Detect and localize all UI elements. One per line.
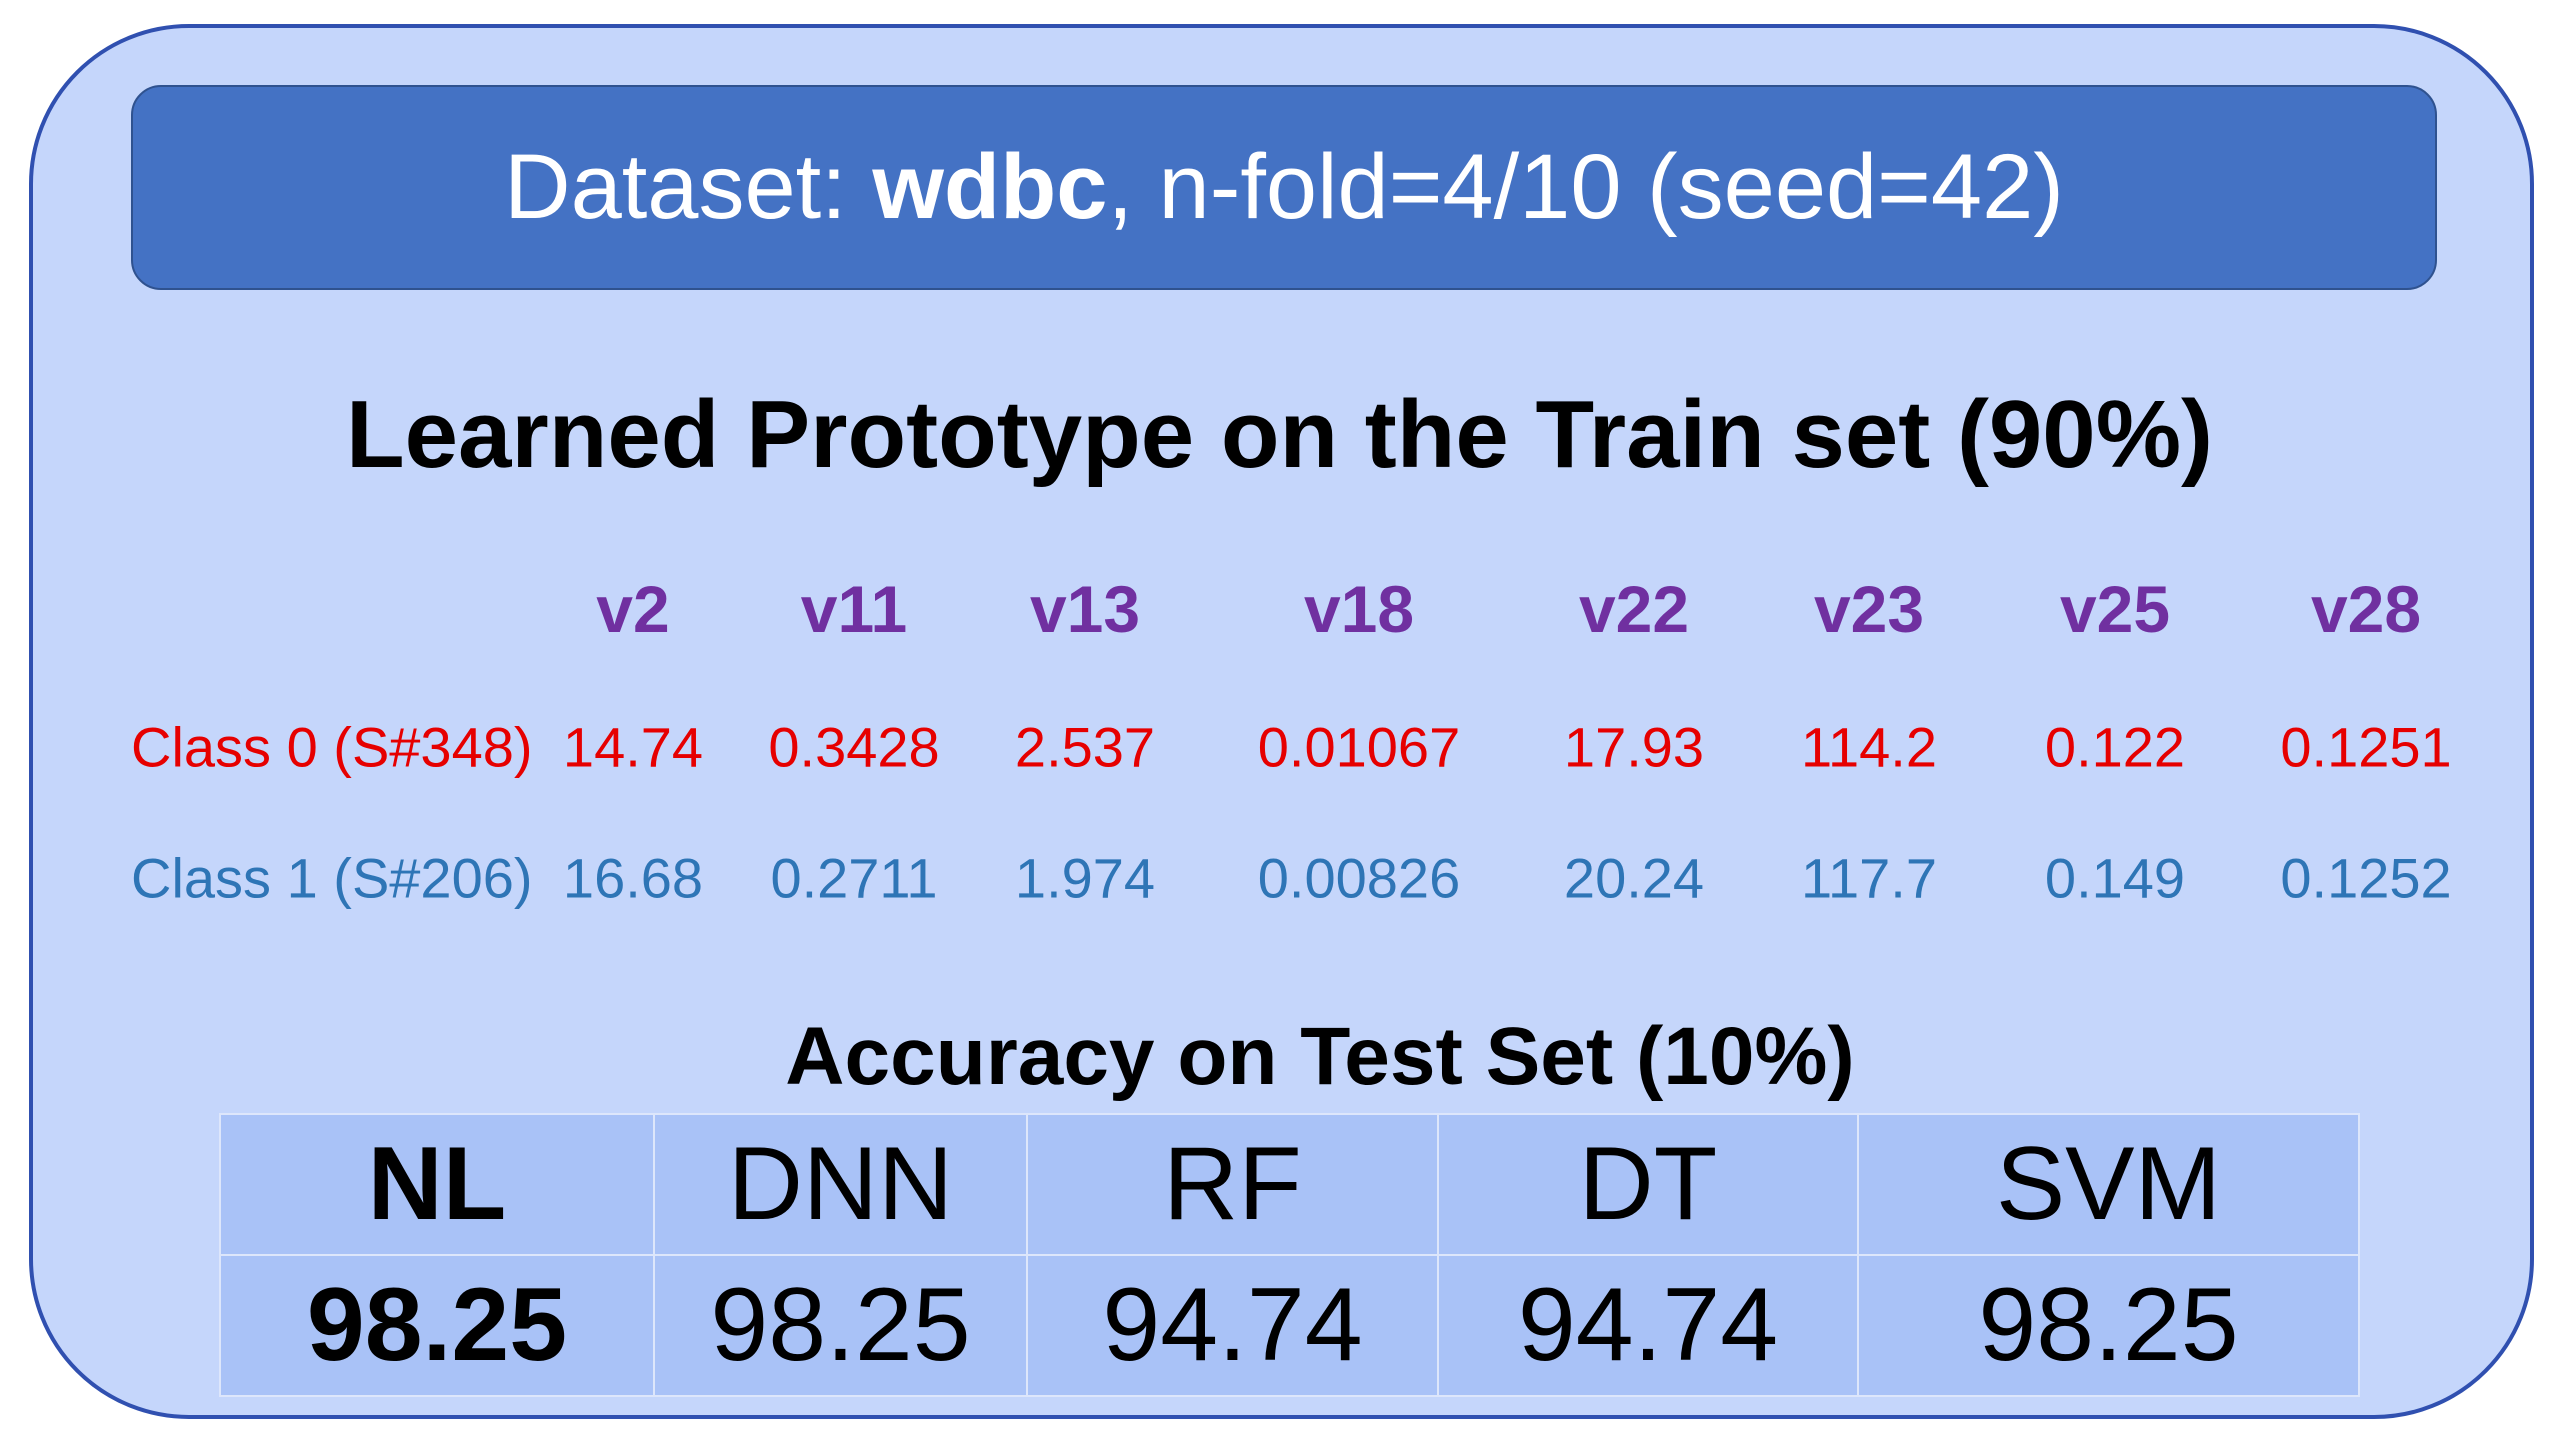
cell-value: 0.3428 [768, 715, 940, 779]
accuracy-value: 98.25 [219, 1254, 655, 1397]
model-name: DNN [653, 1113, 1028, 1256]
accuracy-value: 94.74 [1437, 1254, 1859, 1397]
column-header: v2 [596, 572, 670, 646]
model-name: NL [219, 1113, 655, 1256]
row-label: Class 1 (S#206) [131, 846, 533, 910]
banner-prefix: Dataset: [504, 136, 873, 238]
cell-value: 0.1252 [2280, 846, 2452, 910]
column-header: v23 [1813, 572, 1925, 646]
column-header: v13 [1029, 572, 1141, 646]
accuracy-value: 94.74 [1026, 1254, 1439, 1397]
cell-value: 1.974 [1014, 846, 1156, 910]
cell-value: 20.24 [1563, 846, 1705, 910]
banner: Dataset: wdbc, n-fold=4/10 (seed=42) [131, 85, 2437, 290]
column-header: v18 [1303, 572, 1415, 646]
accuracy-table: NL DNN RF DT SVM 98.25 98.25 94.74 94.74 98.25 [219, 1113, 2360, 1397]
cell-value: 0.2711 [770, 846, 938, 910]
accuracy-title: Accuracy on Test Set (10%) [785, 1011, 1855, 1102]
column-header: v25 [2059, 572, 2171, 646]
model-name: SVM [1857, 1113, 2360, 1256]
column-header: v22 [1578, 572, 1690, 646]
cell-value: 14.74 [562, 715, 704, 779]
dataset-name: wdbc [872, 136, 1108, 238]
header-row: NL DNN RF DT SVM [219, 1113, 2360, 1256]
cell-value: 114.2 [1801, 715, 1937, 779]
cell-value: 117.7 [1801, 846, 1937, 910]
row-label: Class 0 (S#348) [131, 715, 533, 779]
prototype-title: Learned Prototype on the Train set (90%) [345, 381, 2214, 488]
model-name: DT [1437, 1113, 1859, 1256]
column-header: v28 [2310, 572, 2422, 646]
cell-value: 0.01067 [1257, 715, 1461, 779]
cell-value: 0.1251 [2280, 715, 2452, 779]
cell-value: 2.537 [1014, 715, 1156, 779]
accuracy-value: 98.25 [653, 1254, 1028, 1397]
cell-value: 0.00826 [1257, 846, 1461, 910]
cell-value: 16.68 [562, 846, 704, 910]
column-header: v11 [800, 572, 908, 646]
banner-suffix: , n-fold=4/10 (seed=42) [1107, 136, 2064, 238]
cell-value: 0.122 [2044, 715, 2186, 779]
cell-value: 0.149 [2044, 846, 2186, 910]
accuracy-value: 98.25 [1857, 1254, 2360, 1397]
value-row: 98.25 98.25 94.74 94.74 98.25 [219, 1254, 2360, 1397]
cell-value: 17.93 [1563, 715, 1705, 779]
model-name: RF [1026, 1113, 1439, 1256]
